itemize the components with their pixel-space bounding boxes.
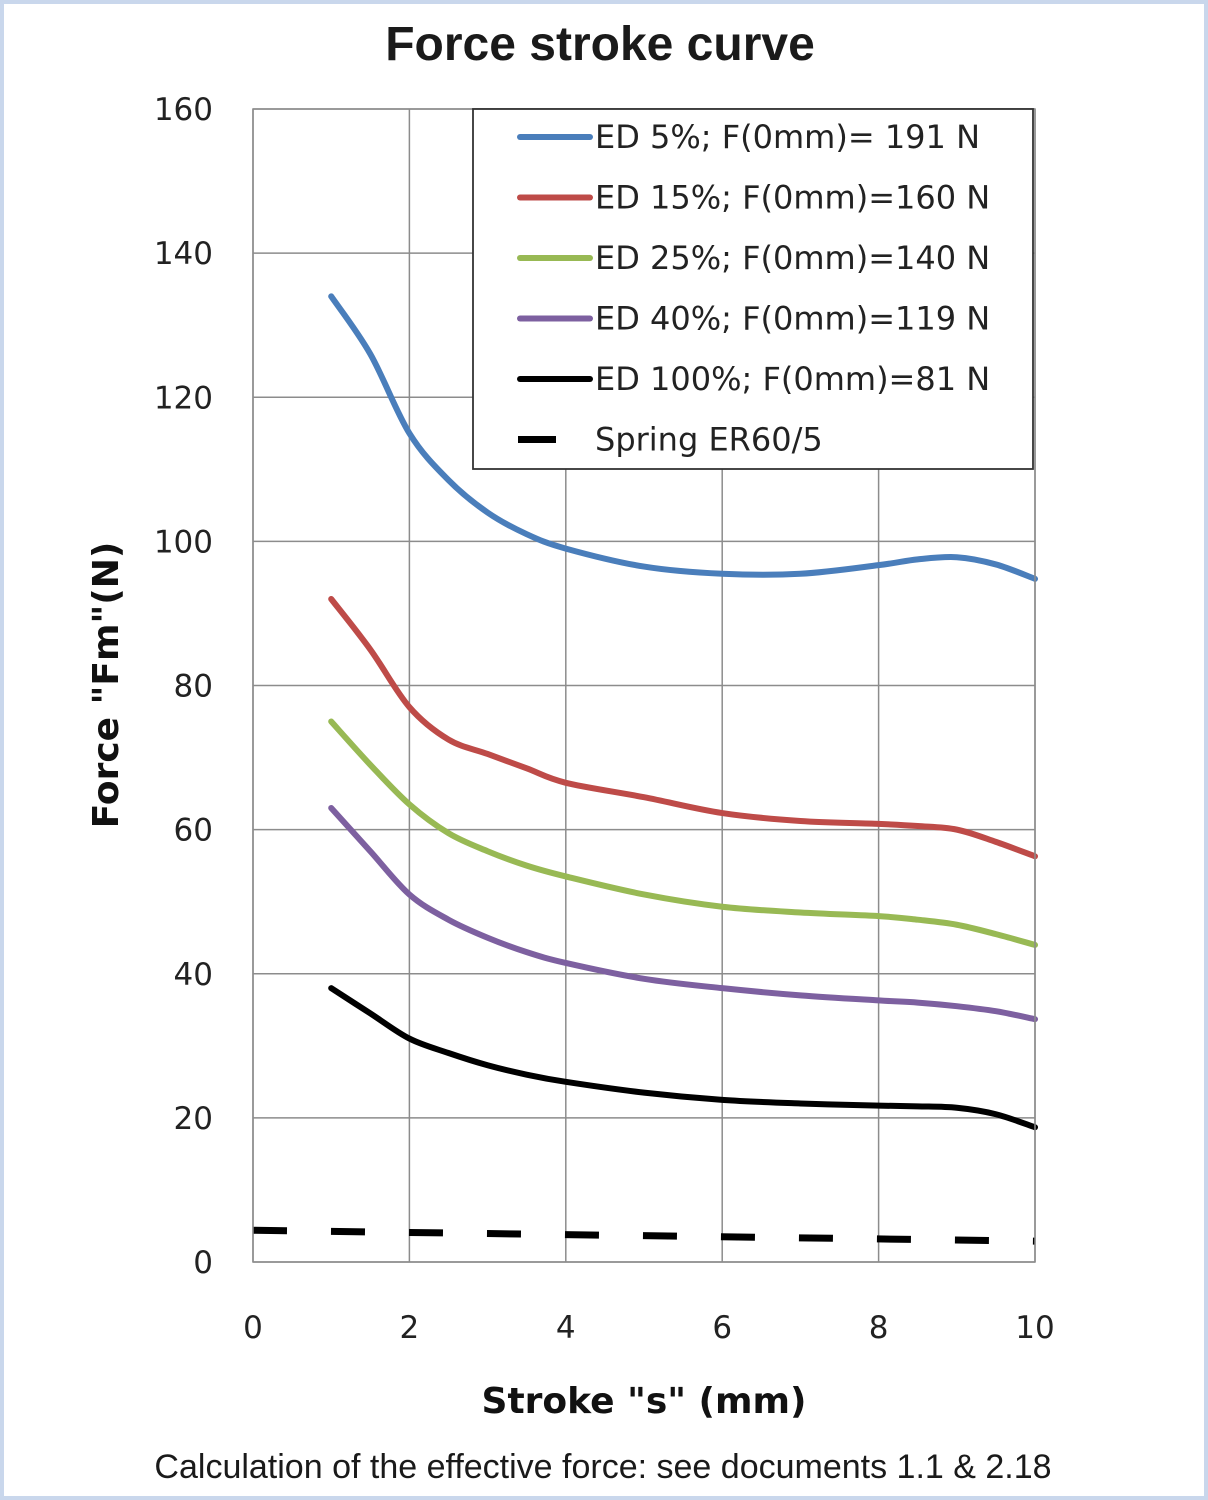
- y-tick-label: 120: [154, 380, 213, 416]
- legend-items: ED 5%; F(0mm)= 191 N ED 15%; F(0mm)=160 N…: [517, 118, 990, 459]
- x-axis-label: Stroke "s" (mm): [482, 1381, 807, 1422]
- chart-title: Force stroke curve: [385, 18, 815, 71]
- x-tick-label: 0: [243, 1310, 263, 1346]
- series-line-5: [328, 985, 1038, 1131]
- y-tick-labels: 0 20 40 60 80 100 120 140 160: [154, 92, 213, 1281]
- legend-box: [472, 108, 1034, 470]
- series-line-2: [328, 596, 1038, 860]
- series-line-3: [328, 718, 1038, 948]
- y-tick-label: 80: [174, 669, 213, 705]
- series-line-1: [328, 293, 1038, 582]
- x-tick-labels: 0 2 4 6 8 10: [243, 1310, 1055, 1346]
- y-tick-label: 160: [154, 92, 213, 128]
- x-tick-label: 4: [556, 1310, 576, 1346]
- legend-label-2: ED 15%; F(0mm)=160 N: [595, 179, 990, 217]
- x-tick-label: 6: [712, 1310, 732, 1346]
- y-tick-label: 140: [154, 236, 213, 272]
- y-tick-label: 0: [193, 1245, 213, 1281]
- legend-label-3: ED 25%; F(0mm)=140 N: [595, 239, 990, 277]
- footnote: Calculation of the effective force: see …: [154, 1448, 1051, 1486]
- y-tick-label: 100: [154, 524, 213, 560]
- x-tick-label: 2: [400, 1310, 420, 1346]
- y-tick-label: 60: [174, 813, 213, 849]
- legend: ED 5%; F(0mm)= 191 N ED 15%; F(0mm)=160 N…: [472, 108, 1034, 470]
- series-lines: [252, 293, 1038, 1245]
- series-line-6: [252, 1226, 1036, 1245]
- legend-label-5: ED 100%; F(0mm)=81 N: [595, 360, 990, 398]
- y-tick-label: 20: [174, 1101, 213, 1137]
- x-tick-label: 8: [869, 1310, 889, 1346]
- legend-label-4: ED 40%; F(0mm)=119 N: [595, 300, 990, 338]
- legend-label-6: Spring ER60/5: [595, 421, 823, 459]
- y-axis-label: Force "Fm"(N): [86, 542, 127, 829]
- legend-label-1: ED 5%; F(0mm)= 191 N: [595, 118, 980, 156]
- series-line-4: [328, 805, 1038, 1023]
- x-tick-label: 10: [1015, 1310, 1054, 1346]
- y-tick-label: 40: [174, 957, 213, 993]
